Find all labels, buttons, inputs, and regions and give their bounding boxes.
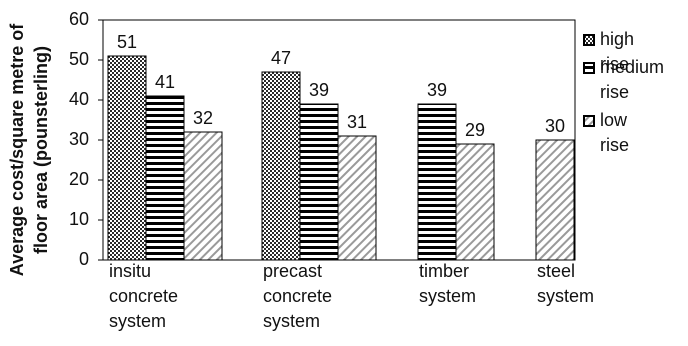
bar (145, 95, 185, 261)
data-label: 39 (427, 80, 447, 100)
y-tick-label: 20 (69, 169, 89, 189)
legend-swatch (583, 34, 595, 46)
y-tick-label: 10 (69, 209, 89, 229)
data-label: 30 (545, 116, 565, 136)
y-axis-label: Average cost/square metre of (7, 23, 27, 276)
y-tick-label: 50 (69, 49, 89, 69)
data-label: 39 (309, 80, 329, 100)
bar (183, 131, 223, 261)
legend-swatch (583, 62, 595, 74)
data-label: 47 (271, 48, 291, 68)
bar (455, 143, 495, 261)
y-tick-label: 60 (69, 9, 89, 29)
bar (337, 135, 377, 261)
bar (299, 103, 339, 261)
legend-label: low rise (600, 110, 629, 155)
legend-label: high rise (600, 29, 634, 74)
y-tick-label: 40 (69, 89, 89, 109)
bar (107, 55, 147, 261)
y-tick-label: 30 (69, 129, 89, 149)
data-label: 51 (117, 32, 137, 52)
x-tick-label: precast concrete system (263, 261, 332, 331)
bar (535, 139, 575, 261)
bar (417, 103, 457, 261)
y-axis-label: floor area (pounsterling) (31, 46, 51, 254)
bar (261, 71, 301, 261)
x-tick-label: steel system (537, 261, 594, 306)
y-tick-label: 0 (79, 249, 89, 269)
legend-label: medium rise (600, 57, 664, 102)
data-label: 29 (465, 120, 485, 140)
data-label: 31 (347, 112, 367, 132)
data-label: 32 (193, 108, 213, 128)
x-tick-label: timber system (419, 261, 476, 306)
legend-swatch (583, 115, 595, 127)
x-tick-label: insitu concrete system (109, 261, 178, 331)
data-label: 41 (155, 72, 175, 92)
